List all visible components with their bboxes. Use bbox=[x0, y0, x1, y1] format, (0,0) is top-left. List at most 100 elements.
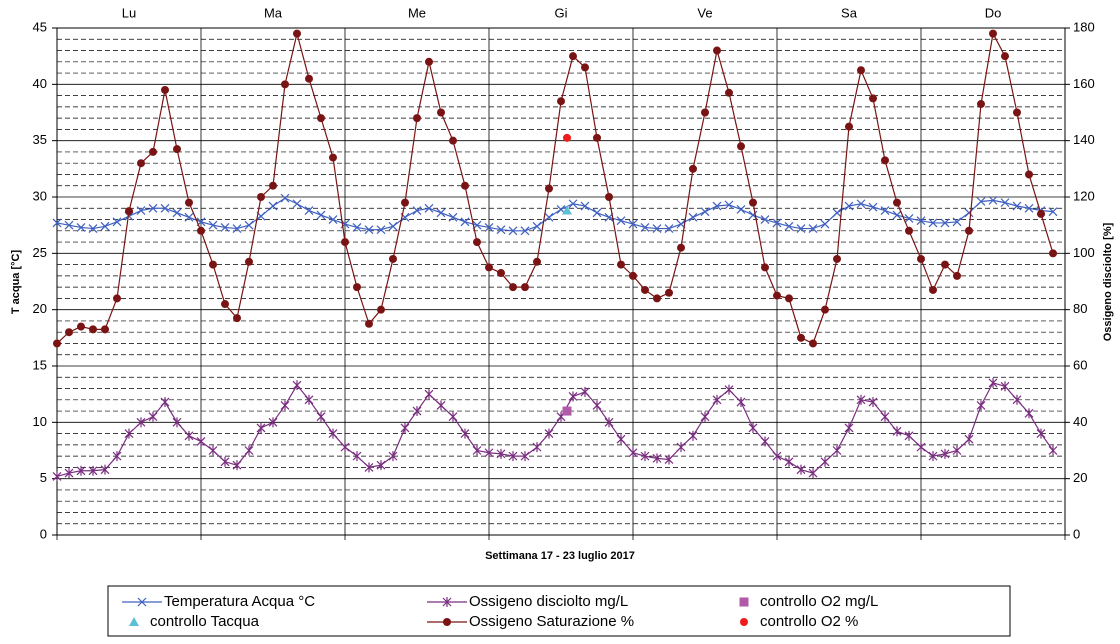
marker bbox=[268, 417, 278, 428]
marker-stroke bbox=[760, 215, 770, 224]
marker bbox=[797, 333, 805, 342]
marker bbox=[233, 314, 241, 323]
marker-dot bbox=[965, 226, 973, 235]
marker bbox=[280, 193, 290, 203]
marker-dot bbox=[881, 156, 889, 165]
legend bbox=[107, 585, 1011, 637]
series bbox=[52, 377, 1058, 482]
legend-item: Ossigeno Saturazione % bbox=[427, 613, 634, 630]
marker-stroke bbox=[292, 199, 302, 209]
marker bbox=[88, 465, 98, 476]
marker-dot bbox=[653, 294, 661, 303]
marker bbox=[376, 460, 386, 471]
marker-dot bbox=[377, 305, 385, 314]
marker bbox=[820, 456, 830, 467]
marker-stroke bbox=[172, 208, 182, 218]
marker-dot bbox=[485, 263, 493, 272]
marker bbox=[232, 224, 242, 233]
marker bbox=[821, 305, 829, 314]
marker-stroke bbox=[988, 195, 998, 205]
marker-dot bbox=[1025, 170, 1033, 179]
marker bbox=[184, 430, 194, 441]
marker bbox=[736, 204, 746, 214]
marker bbox=[784, 456, 794, 467]
marker bbox=[772, 451, 782, 462]
day-label: Do bbox=[985, 5, 1002, 20]
marker bbox=[232, 460, 242, 471]
marker-dot bbox=[185, 198, 193, 207]
marker-dot bbox=[389, 254, 397, 263]
marker-stroke bbox=[964, 208, 974, 218]
marker bbox=[341, 238, 349, 247]
marker bbox=[880, 206, 890, 215]
marker bbox=[700, 411, 710, 422]
marker bbox=[580, 386, 590, 397]
marker bbox=[329, 153, 337, 162]
marker bbox=[892, 426, 902, 437]
marker bbox=[1036, 428, 1046, 439]
marker-stroke bbox=[928, 218, 938, 228]
marker-stroke bbox=[1000, 198, 1010, 208]
marker-dot bbox=[443, 618, 451, 626]
marker bbox=[509, 283, 517, 292]
marker bbox=[905, 226, 913, 235]
marker bbox=[916, 216, 926, 226]
marker bbox=[353, 283, 361, 292]
legend-label: controllo Tacqua bbox=[150, 613, 260, 630]
marker-dot bbox=[593, 133, 601, 142]
marker bbox=[100, 464, 110, 475]
marker bbox=[532, 442, 542, 453]
marker-stroke bbox=[580, 201, 590, 211]
marker-square bbox=[562, 406, 572, 416]
marker-stroke bbox=[616, 216, 626, 226]
marker bbox=[629, 271, 637, 280]
y2-tick-label: 180 bbox=[1073, 19, 1095, 34]
marker bbox=[436, 400, 446, 411]
marker bbox=[208, 220, 218, 230]
marker-stroke bbox=[916, 216, 926, 226]
marker-dot bbox=[725, 88, 733, 97]
marker-dot bbox=[257, 193, 265, 201]
marker-dot bbox=[293, 29, 301, 38]
marker bbox=[832, 445, 842, 456]
marker bbox=[76, 222, 86, 232]
marker bbox=[568, 199, 578, 209]
marker bbox=[569, 52, 577, 61]
marker bbox=[857, 66, 865, 75]
marker-stroke bbox=[64, 220, 74, 230]
marker bbox=[1049, 249, 1057, 258]
marker-stroke bbox=[268, 201, 278, 211]
marker bbox=[1001, 52, 1009, 61]
marker bbox=[316, 210, 326, 220]
marker bbox=[173, 145, 181, 154]
y-tick-label: 30 bbox=[33, 188, 47, 203]
marker bbox=[713, 46, 721, 55]
marker bbox=[172, 417, 182, 428]
marker-dot bbox=[617, 260, 625, 269]
marker bbox=[76, 465, 86, 476]
marker-dot bbox=[173, 145, 181, 154]
marker bbox=[581, 63, 589, 72]
marker bbox=[1012, 201, 1022, 211]
y-tick-label: 40 bbox=[33, 76, 47, 91]
y-tick-label: 20 bbox=[33, 301, 47, 316]
marker-dot bbox=[509, 283, 517, 292]
marker bbox=[220, 456, 230, 467]
marker bbox=[64, 468, 74, 479]
marker-stroke bbox=[1012, 201, 1022, 211]
marker-dot bbox=[401, 198, 409, 207]
marker bbox=[568, 391, 578, 402]
y-tick-label: 25 bbox=[33, 245, 47, 260]
marker bbox=[868, 397, 878, 408]
marker-stroke bbox=[640, 222, 650, 232]
marker bbox=[748, 422, 758, 433]
y2-tick-label: 100 bbox=[1073, 245, 1095, 260]
marker bbox=[977, 100, 985, 109]
marker-stroke bbox=[484, 222, 494, 232]
series bbox=[52, 193, 1058, 236]
day-label: Sa bbox=[841, 5, 858, 20]
marker-stroke bbox=[436, 208, 446, 218]
marker bbox=[1012, 394, 1022, 405]
marker bbox=[796, 224, 806, 233]
marker bbox=[364, 225, 374, 235]
